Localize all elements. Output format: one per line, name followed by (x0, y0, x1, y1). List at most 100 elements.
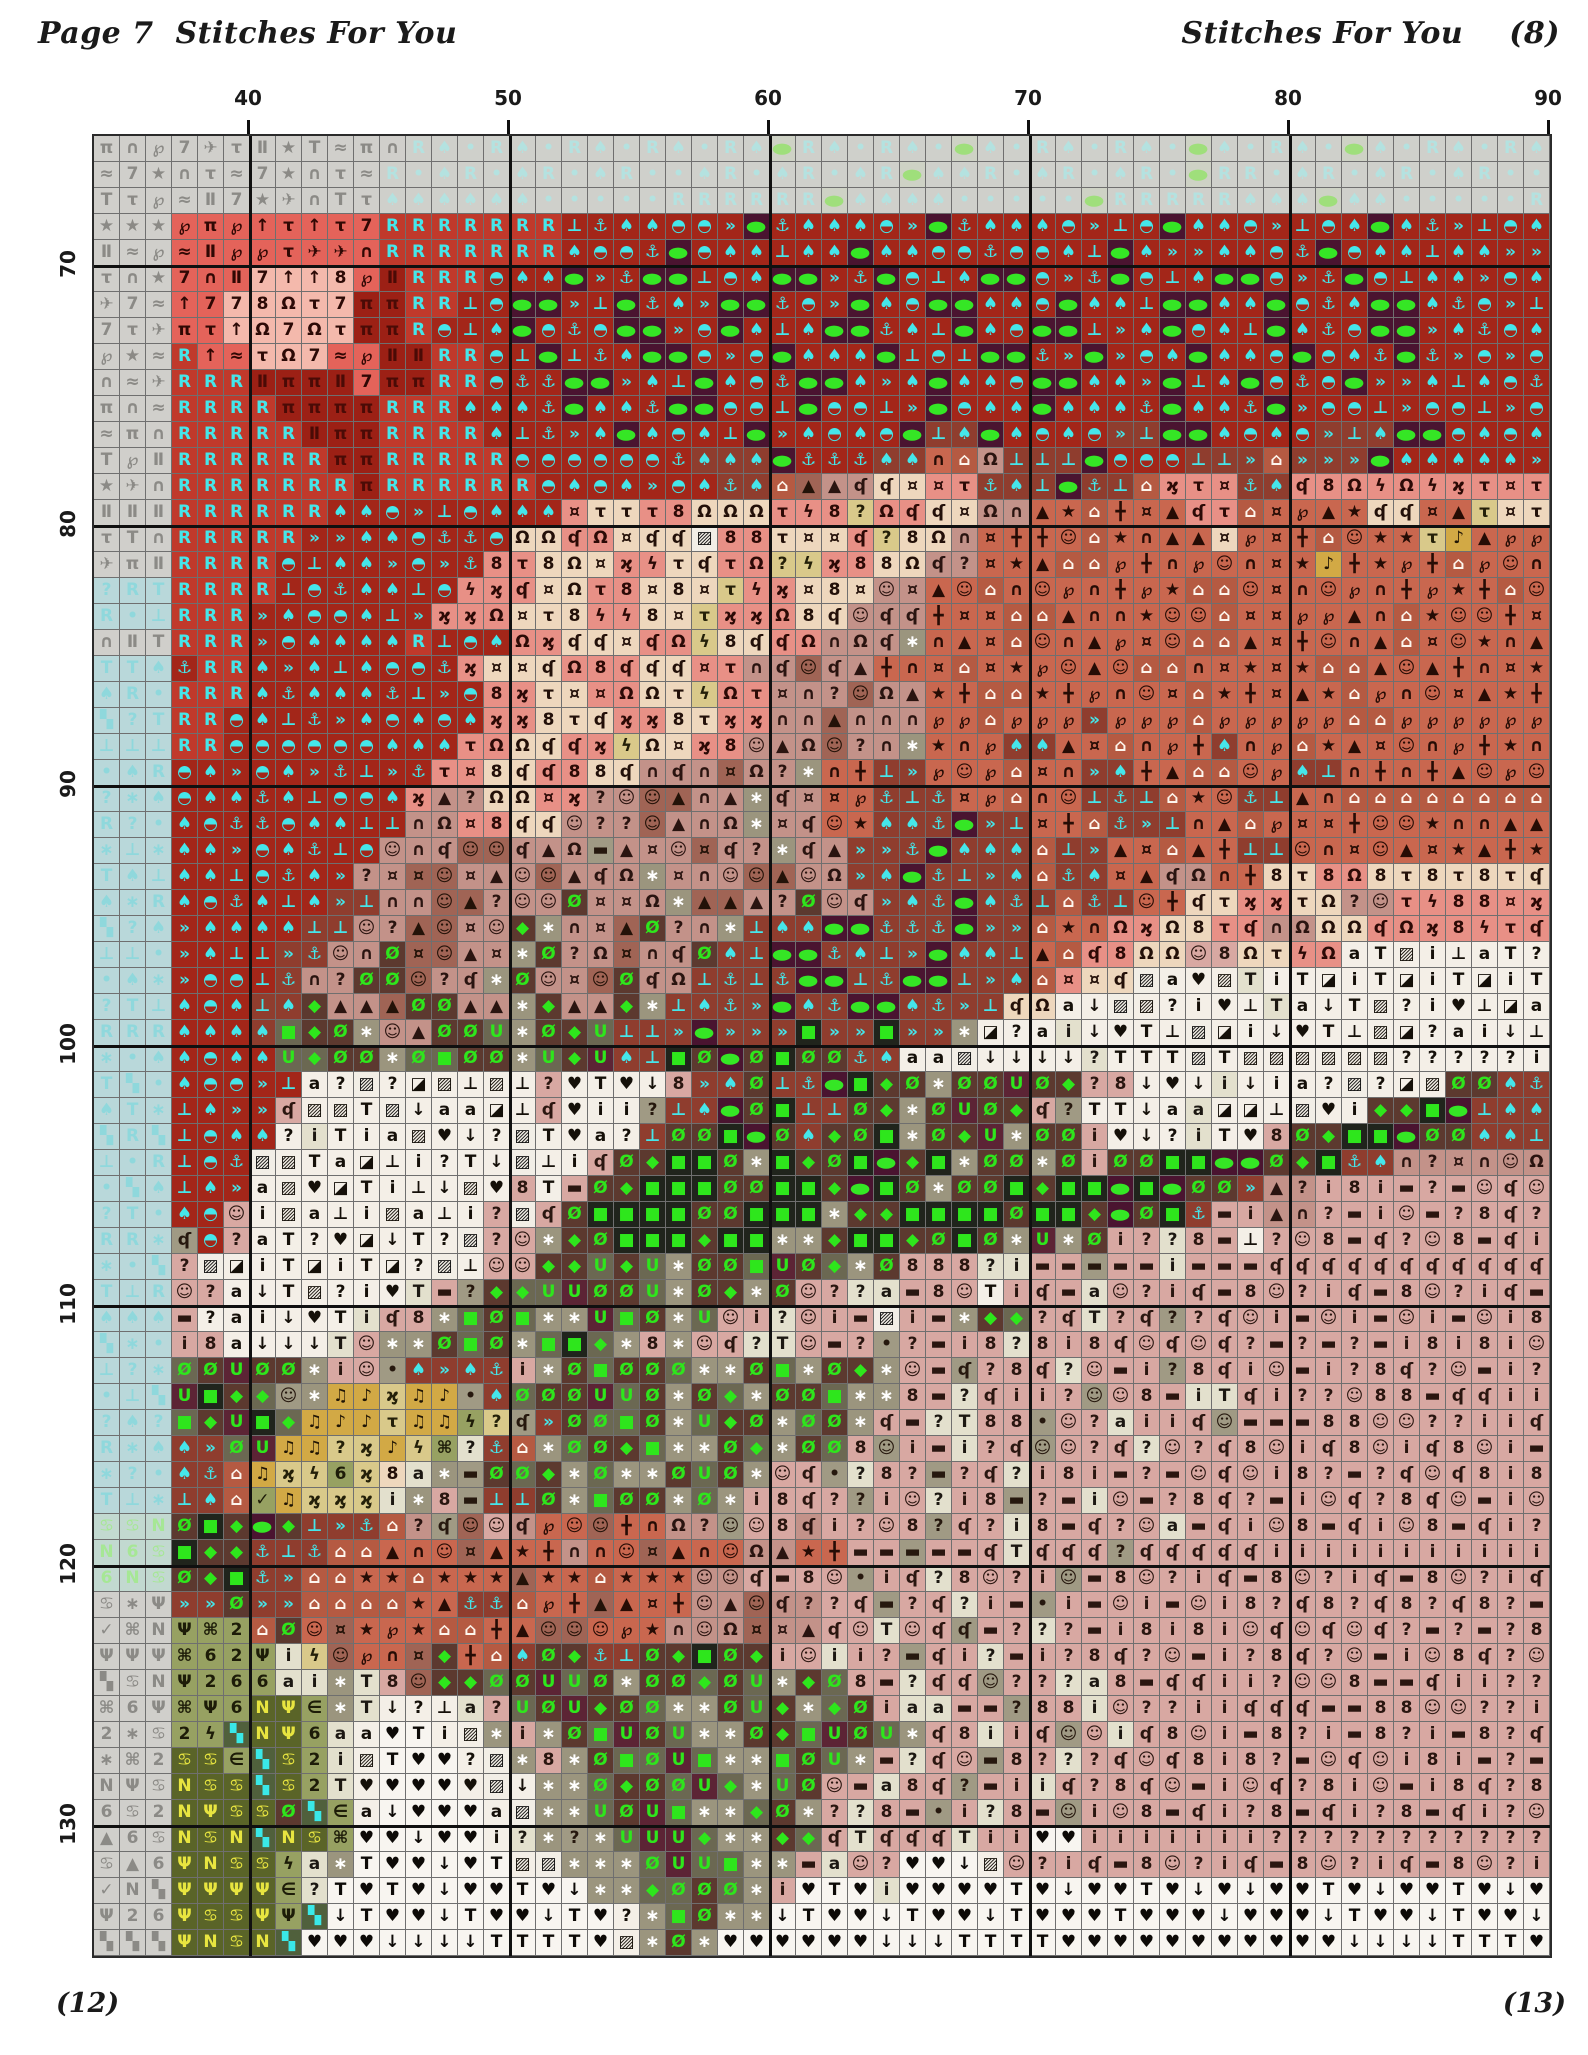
stitch-cell: ╋ (848, 760, 874, 786)
stitch-cell: ⊥ (1316, 760, 1342, 786)
stitch-cell: ? (1264, 1228, 1290, 1254)
stitch-cell: Ø (172, 1358, 198, 1384)
stitch-cell: ☺ (1082, 1722, 1108, 1748)
stitch-cell: ≈ (146, 396, 172, 422)
stitch-cell: ʠ (1420, 1670, 1446, 1696)
stitch-cell: ≈ (94, 162, 120, 188)
stitch-cell: ♠ (328, 682, 354, 708)
stitch-cell: ? (1030, 1852, 1056, 1878)
stitch-cell: ♠ (1238, 344, 1264, 370)
stitch-cell: ● (1160, 396, 1186, 422)
stitch-cell: ϗ (354, 1462, 380, 1488)
stitch-cell: ? (614, 1904, 640, 1930)
stitch-cell: Ψ (172, 1852, 198, 1878)
stitch-cell: T (510, 1878, 536, 1904)
stitch-cell: ⚓ (276, 864, 302, 890)
stitch-cell: ⊥ (926, 318, 952, 344)
stitch-cell: ? (1368, 1826, 1394, 1852)
stitch-cell: Ø (536, 942, 562, 968)
stitch-cell: ♥ (1316, 1930, 1342, 1956)
stitch-cell: ★ (796, 1540, 822, 1566)
stitch-cell: » (198, 1436, 224, 1462)
stitch-cell: ☺ (1498, 552, 1524, 578)
stitch-cell: τ (302, 292, 328, 318)
stitch-cell: ☺ (666, 838, 692, 864)
stitch-cell: ◓ (822, 422, 848, 448)
stitch-cell: » (744, 994, 770, 1020)
stitch-cell: Ω (718, 682, 744, 708)
stitch-cell: 6 (224, 1696, 250, 1722)
stitch-cell: ♠ (952, 162, 978, 188)
stitch-cell: Ω (1238, 942, 1264, 968)
stitch-cell: ◓ (276, 630, 302, 656)
stitch-cell: ◓ (458, 682, 484, 708)
stitch-cell: Ø (536, 1488, 562, 1514)
stitch-cell: ∩ (1238, 552, 1264, 578)
stitch-cell: ? (1498, 1670, 1524, 1696)
stitch-cell: τ (666, 682, 692, 708)
stitch-cell: i (1212, 1774, 1238, 1800)
stitch-cell: U (536, 1046, 562, 1072)
stitch-cell: Ø (640, 1644, 666, 1670)
stitch-cell: ● (1082, 188, 1108, 214)
stitch-cell: a (328, 1150, 354, 1176)
stitch-cell: i (510, 1358, 536, 1384)
stitch-cell: ♠ (926, 162, 952, 188)
stitch-cell: ● (1212, 1150, 1238, 1176)
stitch-cell: ? (484, 1202, 510, 1228)
stitch-cell: ʠ (536, 1098, 562, 1124)
stitch-cell: ☺ (328, 1644, 354, 1670)
stitch-cell: ⚓ (380, 682, 406, 708)
stitch-cell: ● (1056, 474, 1082, 500)
stitch-cell: ∗ (536, 1436, 562, 1462)
stitch-cell: ☺ (1160, 630, 1186, 656)
stitch-cell: ? (848, 1280, 874, 1306)
stitch-cell: a (874, 1280, 900, 1306)
stitch-cell: Ø (692, 1878, 718, 1904)
stitch-cell: R (198, 370, 224, 396)
stitch-cell: ◓ (1316, 396, 1342, 422)
stitch-cell: R (250, 578, 276, 604)
stitch-cell: ⌘ (432, 1436, 458, 1462)
stitch-cell: ╋ (1368, 760, 1394, 786)
stitch-cell: 8 (1472, 1202, 1498, 1228)
stitch-cell: 8 (1030, 1696, 1056, 1722)
stitch-cell: ◆ (1082, 1202, 1108, 1228)
stitch-cell: ♠ (250, 1124, 276, 1150)
stitch-cell: ʠ (1368, 916, 1394, 942)
stitch-cell: ☺ (1030, 630, 1056, 656)
stitch-cell: ? (380, 916, 406, 942)
stitch-cell: ? (1290, 1826, 1316, 1852)
stitch-cell: ↓ (1212, 1904, 1238, 1930)
stitch-cell: ⊥ (874, 942, 900, 968)
stitch-cell: ♥ (1316, 1098, 1342, 1124)
stitch-cell: ╋ (1290, 630, 1316, 656)
stitch-cell: ʠ (1290, 1254, 1316, 1280)
stitch-cell: T (120, 1202, 146, 1228)
stitch-cell: ⊥ (1524, 292, 1550, 318)
stitch-cell: ♠ (406, 734, 432, 760)
stitch-cell: ■ (874, 1124, 900, 1150)
stitch-cell: ʠ (1160, 864, 1186, 890)
stitch-cell: R (276, 526, 302, 552)
stitch-cell: Ø (510, 1670, 536, 1696)
stitch-cell: Ω (510, 734, 536, 760)
stitch-cell: ♠ (380, 786, 406, 812)
stitch-cell: • (120, 1046, 146, 1072)
stitch-cell: R (1498, 136, 1524, 162)
stitch-cell: ? (458, 1436, 484, 1462)
stitch-cell: Ø (380, 942, 406, 968)
stitch-cell: T (1316, 1020, 1342, 1046)
stitch-cell: ☺ (1524, 1488, 1550, 1514)
stitch-cell: ■ (640, 1436, 666, 1462)
stitch-cell: ♠ (640, 422, 666, 448)
stitch-cell: ▲ (692, 890, 718, 916)
stitch-cell: i (1342, 968, 1368, 994)
stitch-cell: ∈ (328, 1800, 354, 1826)
stitch-cell: ⌂ (328, 1566, 354, 1592)
stitch-cell: ★ (276, 136, 302, 162)
stitch-cell: T (1004, 1930, 1030, 1956)
stitch-cell: ʠ (1186, 1410, 1212, 1436)
stitch-cell: » (744, 1020, 770, 1046)
stitch-cell: R (198, 604, 224, 630)
